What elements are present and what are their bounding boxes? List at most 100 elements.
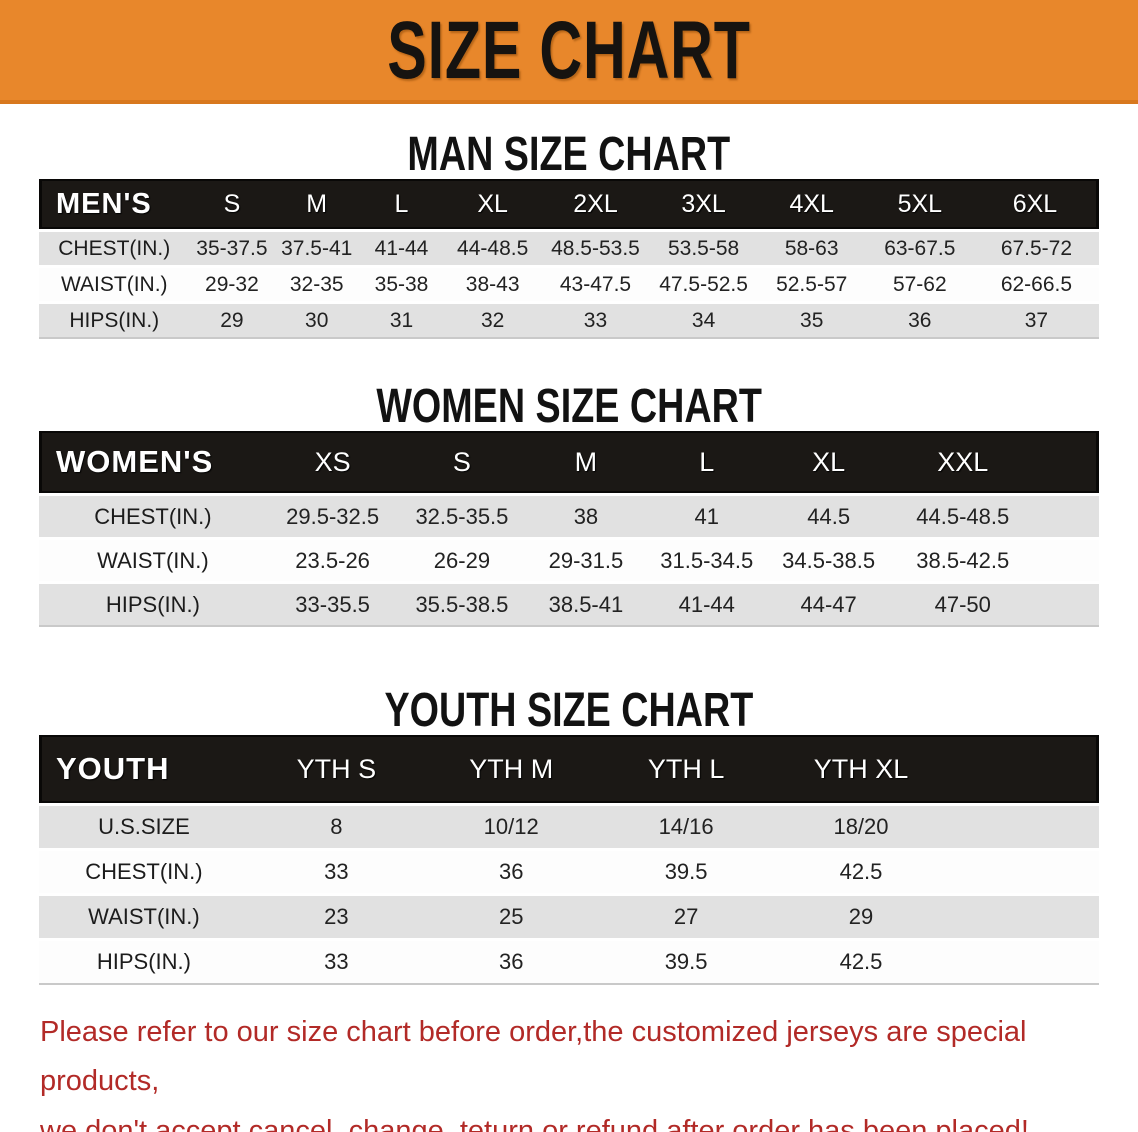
men-size-col: 5XL [865, 179, 974, 229]
spacer-cell [1035, 496, 1099, 537]
cell: 38.5-41 [525, 584, 647, 627]
cell: 53.5-58 [649, 232, 758, 265]
cell: 29.5-32.5 [266, 496, 399, 537]
cell: 39.5 [598, 941, 774, 985]
cell: 48.5-53.5 [541, 232, 650, 265]
cell: 29 [773, 896, 949, 938]
section-heading-youth: YOUTH SIZE CHART [384, 681, 754, 737]
section-heading-man: MAN SIZE CHART [407, 125, 731, 181]
spacer-cell [948, 806, 1099, 848]
men-size-col: 2XL [541, 179, 650, 229]
cell: 35.5-38.5 [398, 584, 526, 627]
cell: 23 [248, 896, 424, 938]
cell: 33-35.5 [266, 584, 399, 627]
order-policy-note: Please refer to our size chart before or… [40, 1008, 1138, 1132]
cell: 42.5 [773, 851, 949, 893]
table-row: WAIST(IN.) 29-32 32-35 35-38 38-43 43-47… [39, 268, 1099, 301]
cell: 29 [189, 304, 275, 339]
youth-size-table: YOUTH YTH S YTH M YTH L YTH XL U.S.SIZE … [39, 732, 1099, 988]
spacer-cell [948, 735, 1099, 803]
cell: 33 [248, 851, 424, 893]
row-label: CHEST(IN.) [39, 851, 249, 893]
row-label: HIPS(IN.) [39, 584, 267, 627]
cell: 34 [649, 304, 758, 339]
men-header-label: MEN'S [39, 179, 190, 229]
youth-header-label: YOUTH [39, 735, 249, 803]
cell: 41-44 [646, 584, 768, 627]
cell: 29-31.5 [525, 540, 647, 581]
women-size-col: M [525, 431, 647, 493]
cell: 10/12 [423, 806, 599, 848]
men-size-col: XL [443, 179, 542, 229]
women-header-label: WOMEN'S [39, 431, 267, 493]
row-label: HIPS(IN.) [39, 941, 249, 985]
cell: 63-67.5 [865, 232, 974, 265]
cell: 32-35 [274, 268, 360, 301]
spacer-cell [948, 896, 1099, 938]
spacer-cell [1035, 584, 1099, 627]
cell: 44.5 [767, 496, 891, 537]
cell: 37 [973, 304, 1099, 339]
cell: 41-44 [359, 232, 444, 265]
cell: 35-38 [359, 268, 444, 301]
cell: 29-32 [189, 268, 275, 301]
women-size-col: S [398, 431, 526, 493]
cell: 25 [423, 896, 599, 938]
spacer-cell [1035, 540, 1099, 581]
table-row: HIPS(IN.) 29 30 31 32 33 34 35 36 37 [39, 304, 1099, 339]
women-header-row: WOMEN'S XS S M L XL XXL [39, 431, 1099, 493]
table-row: U.S.SIZE 8 10/12 14/16 18/20 [39, 806, 1099, 848]
order-policy-line1: Please refer to our size chart before or… [40, 1016, 1027, 1098]
table-row: CHEST(IN.) 29.5-32.5 32.5-35.5 38 41 44.… [39, 496, 1099, 537]
cell: 58-63 [757, 232, 866, 265]
table-row: WAIST(IN.) 23 25 27 29 [39, 896, 1099, 938]
banner: SIZE CHART [0, 0, 1138, 104]
cell: 38.5-42.5 [890, 540, 1036, 581]
cell: 23.5-26 [266, 540, 399, 581]
row-label: CHEST(IN.) [39, 496, 267, 537]
cell: 14/16 [598, 806, 774, 848]
row-label: WAIST(IN.) [39, 268, 190, 301]
table-row: WAIST(IN.) 23.5-26 26-29 29-31.5 31.5-34… [39, 540, 1099, 581]
cell: 18/20 [773, 806, 949, 848]
cell: 67.5-72 [973, 232, 1099, 265]
cell: 36 [423, 941, 599, 985]
youth-header-row: YOUTH YTH S YTH M YTH L YTH XL [39, 735, 1099, 803]
cell: 38 [525, 496, 647, 537]
banner-title: SIZE CHART [387, 4, 751, 96]
row-label: WAIST(IN.) [39, 540, 267, 581]
youth-size-col: YTH XL [773, 735, 949, 803]
spacer-cell [948, 851, 1099, 893]
cell: 44-47 [767, 584, 891, 627]
spacer-cell [948, 941, 1099, 985]
cell: 35-37.5 [189, 232, 275, 265]
cell: 32 [443, 304, 542, 339]
cell: 57-62 [865, 268, 974, 301]
men-size-col: M [274, 179, 360, 229]
youth-size-col: YTH L [598, 735, 774, 803]
section-heading-women: WOMEN SIZE CHART [376, 377, 762, 433]
men-size-col: L [359, 179, 444, 229]
cell: 33 [248, 941, 424, 985]
women-size-table: WOMEN'S XS S M L XL XXL CHEST(IN.) 29.5-… [39, 428, 1099, 630]
cell: 44.5-48.5 [890, 496, 1036, 537]
men-size-col: 4XL [757, 179, 866, 229]
order-policy-line2: we don't accept cancel, change, teturn o… [40, 1114, 1029, 1132]
cell: 33 [541, 304, 650, 339]
row-label: HIPS(IN.) [39, 304, 190, 339]
men-header-row: MEN'S S M L XL 2XL 3XL 4XL 5XL 6XL [39, 179, 1099, 229]
cell: 38-43 [443, 268, 542, 301]
women-size-col: XL [767, 431, 891, 493]
youth-size-col: YTH M [423, 735, 599, 803]
cell: 35 [757, 304, 866, 339]
cell: 36 [865, 304, 974, 339]
women-size-col: L [646, 431, 768, 493]
cell: 47.5-52.5 [649, 268, 758, 301]
cell: 41 [646, 496, 768, 537]
cell: 44-48.5 [443, 232, 542, 265]
table-row: CHEST(IN.) 33 36 39.5 42.5 [39, 851, 1099, 893]
cell: 26-29 [398, 540, 526, 581]
row-label: CHEST(IN.) [39, 232, 190, 265]
men-size-col: 6XL [973, 179, 1099, 229]
youth-size-col: YTH S [248, 735, 424, 803]
